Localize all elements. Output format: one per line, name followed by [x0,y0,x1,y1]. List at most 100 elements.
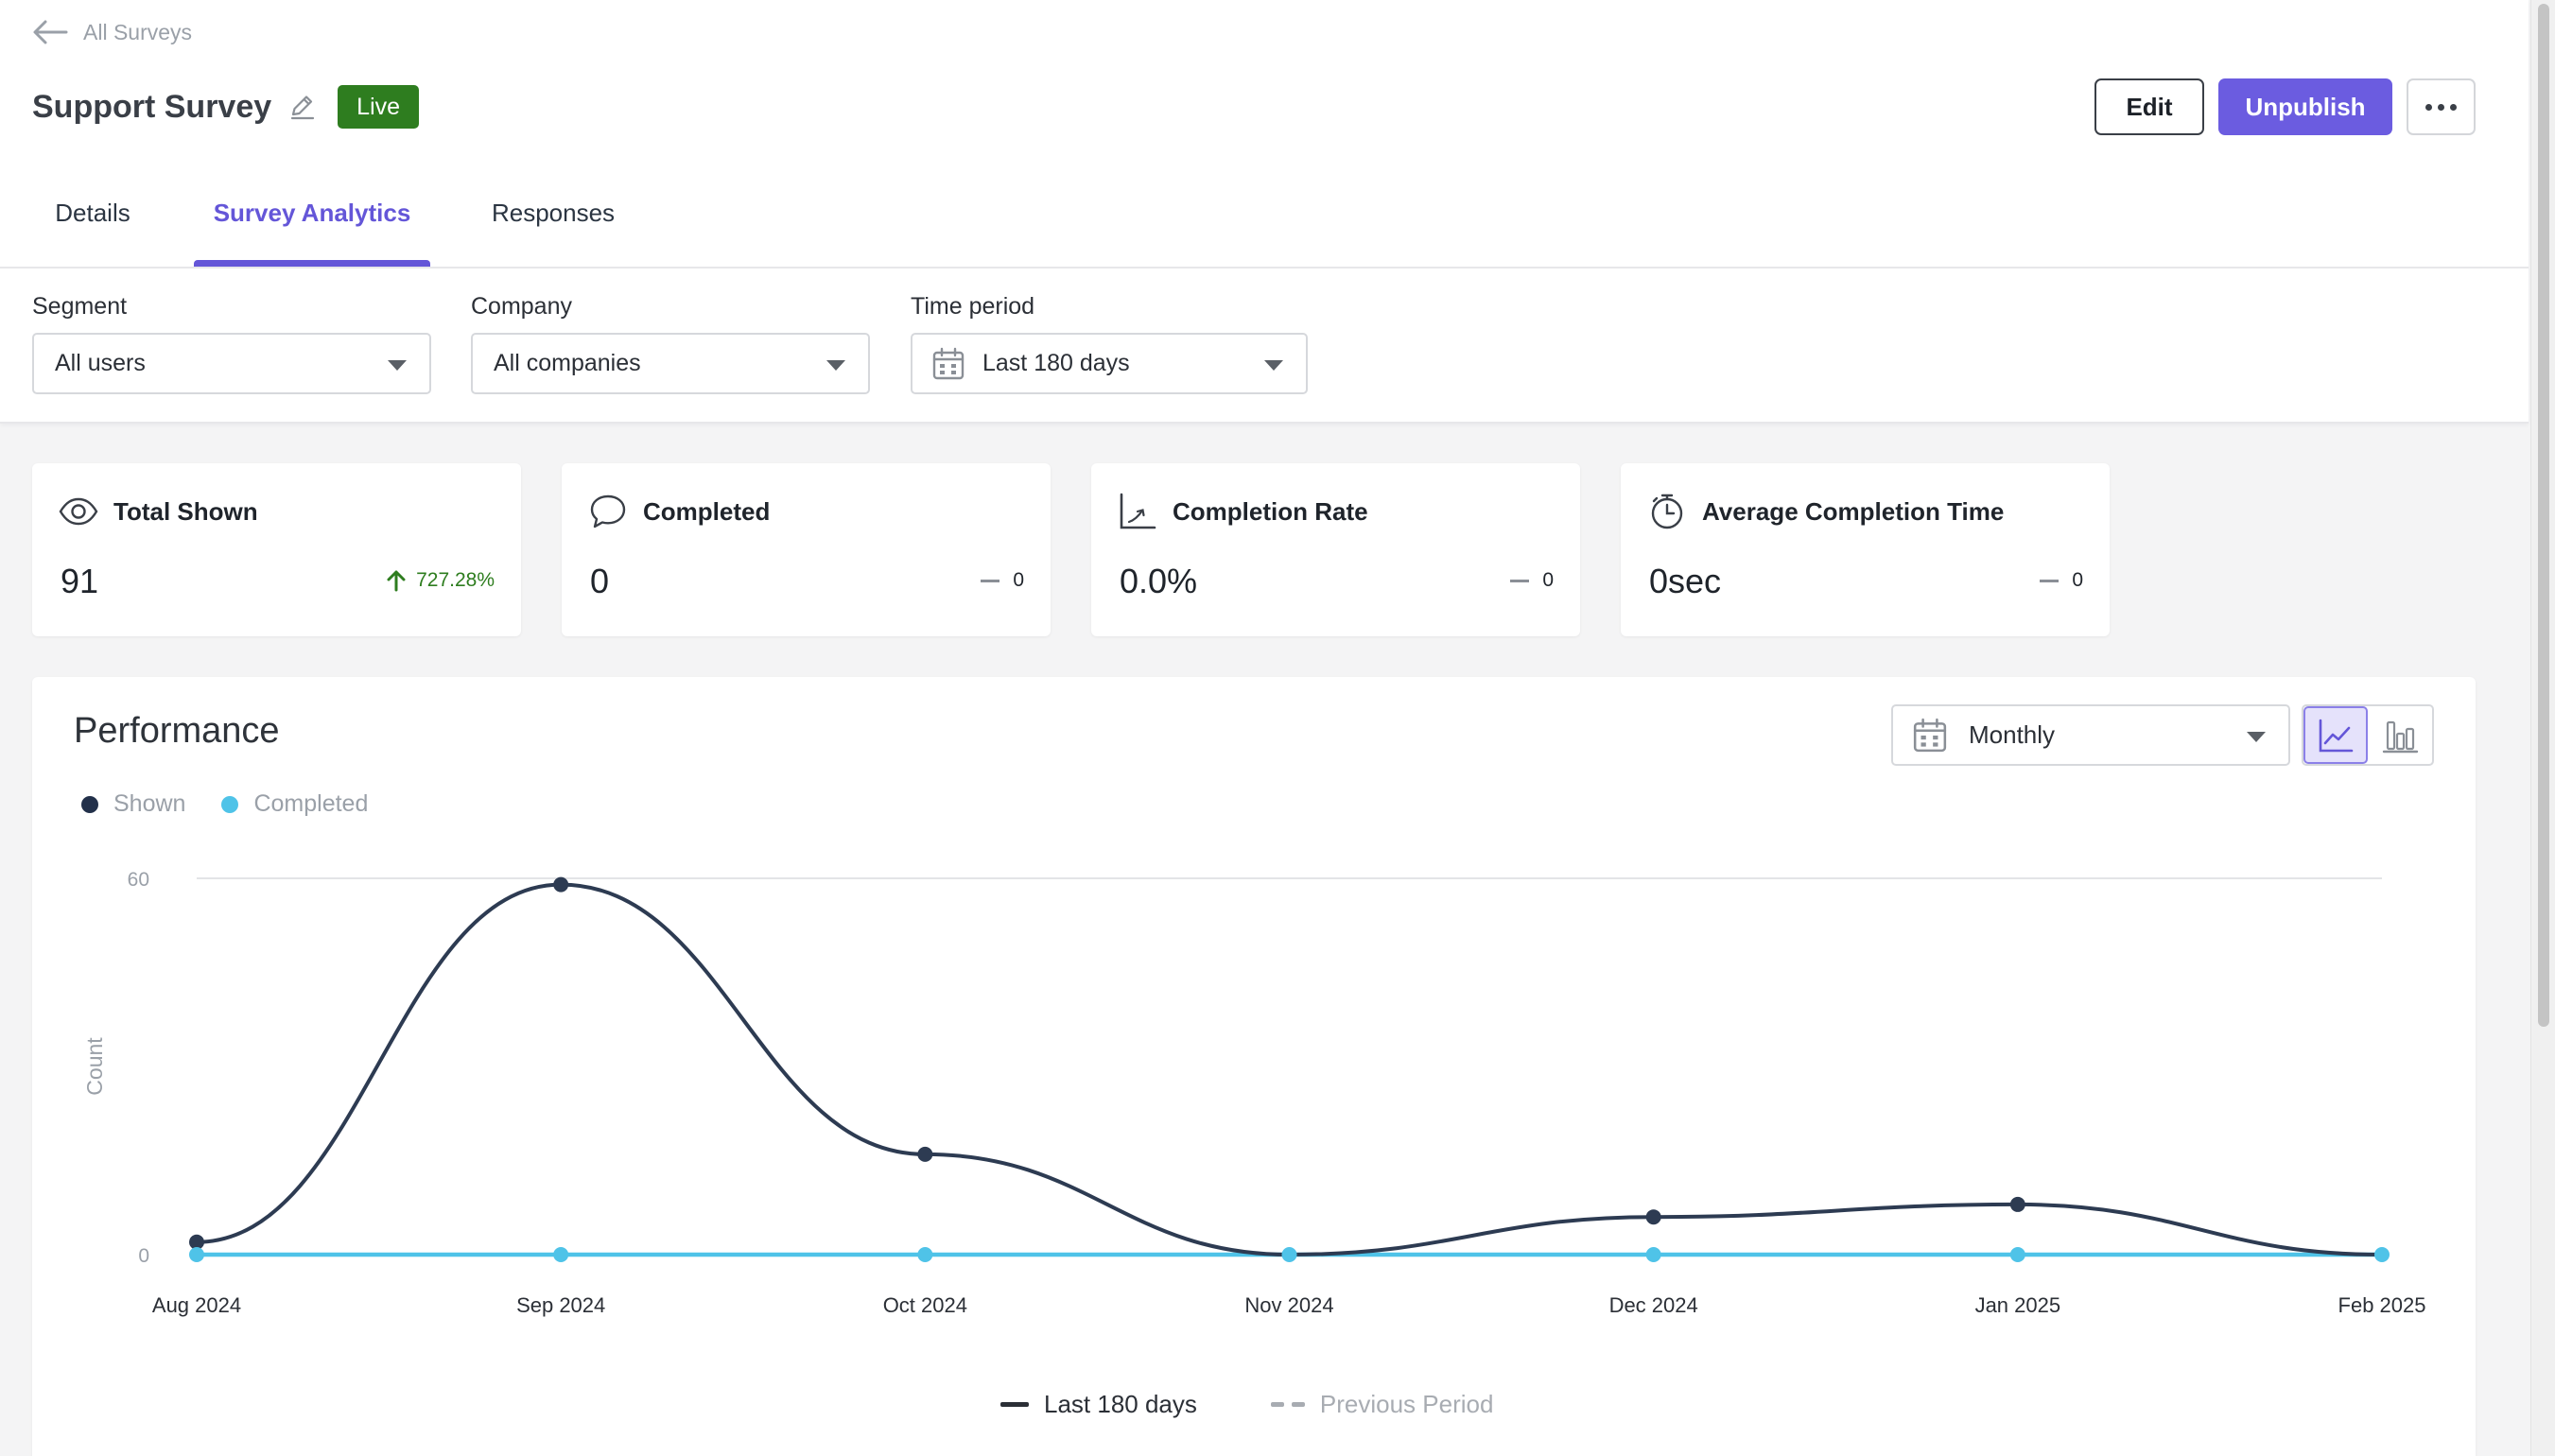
card-title: Completion Rate [1173,496,1368,526]
tab-bar: Details Survey Analytics Responses [0,185,2529,267]
data-point-shown [917,1146,933,1162]
card-delta: 0 [981,569,1024,592]
back-link[interactable]: All Surveys [32,17,192,47]
back-link-label: All Surveys [83,19,193,44]
arrow-up-icon [387,570,406,592]
dash-icon [2040,579,2060,582]
bar-view-button[interactable] [2368,706,2432,764]
page-title: Support Survey [32,88,272,125]
bar-chart-icon [2382,720,2419,753]
stat-card-average-completion-time: Average Completion Time 0sec 0 [1621,463,2110,636]
calendar-icon [1913,718,1947,752]
performance-panel: 0 60 Count Aug 2024 Sep 2024 Oct 2024 Nov 2024… [32,677,2476,1456]
legend-dot [81,795,98,813]
data-point-shown [553,876,569,893]
x-tick-label: Dec 2024 [1609,1293,1698,1317]
x-tick-label: Feb 2025 [2338,1293,2426,1317]
tab-responses[interactable]: Responses [491,199,616,227]
x-tick-label: Sep 2024 [516,1293,605,1317]
period-legend-current[interactable]: Last 180 days [1000,1390,1197,1419]
more-options-button[interactable] [2407,78,2476,135]
card-title: Total Shown [113,496,258,526]
card-value: 0.0% [1120,562,1198,600]
caret-down-icon [826,360,845,371]
data-point-shown [189,1234,204,1250]
ellipsis-icon [2425,103,2432,111]
tab-divider [0,267,2529,269]
legend-label: Completed [253,790,369,817]
period-legend-label: Last 180 days [1044,1390,1197,1418]
x-tick-label: Aug 2024 [152,1293,241,1317]
caret-down-icon [1264,360,1283,371]
speech-bubble-icon [590,494,626,529]
segment-label: Segment [32,293,128,320]
legend-dot [221,795,239,813]
data-point-completed [1281,1247,1297,1262]
status-badge: Live [338,85,420,129]
y-axis-label: Count [82,1037,107,1096]
card-title: Average Completion Time [1702,496,2005,526]
line-chart-icon [2319,719,2354,752]
time-period-select[interactable]: Last 180 days [911,333,1308,394]
data-point-completed [917,1247,933,1262]
card-delta-value: 727.28% [416,569,495,591]
interval-select[interactable]: Monthly [1891,704,2290,766]
data-point-completed [2009,1247,2025,1262]
data-point-completed [553,1247,569,1262]
dashed-line-icon [1270,1402,1305,1407]
y-tick-label: 0 [138,1245,149,1267]
legend-item-shown[interactable]: Shown [81,790,185,818]
period-legend-label: Previous Period [1319,1390,1494,1418]
company-select[interactable]: All companies [471,333,870,394]
pencil-icon[interactable] [288,93,317,121]
card-delta: 0 [1510,569,1554,592]
company-value: All companies [494,350,641,376]
stat-card-total-shown: Total Shown 91 727.28% [32,463,521,636]
x-tick-label: Nov 2024 [1244,1293,1333,1317]
dash-icon [1510,579,1530,582]
legend-item-completed[interactable]: Completed [221,790,368,818]
data-point-completed [189,1247,204,1262]
card-delta-value: 0 [1542,569,1554,591]
card-delta: 0 [2040,569,2083,592]
stopwatch-icon [1651,494,1683,529]
stat-card-completed: Completed 0 0 [562,463,1051,636]
chart-view-toggle [2302,704,2434,766]
segment-value: All users [55,350,146,376]
title-row: Support Survey Live [32,81,420,132]
segment-select[interactable]: All users [32,333,431,394]
legend-label: Shown [113,790,186,817]
card-title: Completed [643,496,771,526]
series-line-shown [196,882,2383,1257]
interval-value: Monthly [1969,720,2056,749]
page-scrollbar[interactable] [2530,0,2555,1456]
caret-down-icon [388,360,407,371]
tab-details[interactable]: Details [55,199,130,227]
card-delta-value: 0 [1013,569,1024,591]
card-value: 91 [61,562,99,600]
scrollbar-thumb[interactable] [2538,4,2549,1027]
card-value: 0 [590,562,610,600]
y-tick-label: 60 [128,869,149,891]
period-legend-previous[interactable]: Previous Period [1270,1390,1494,1419]
caret-down-icon [2247,732,2266,742]
dash-icon [981,579,1000,582]
company-label: Company [471,293,572,320]
series-legend: Shown Completed [81,790,368,818]
card-delta: 727.28% [386,569,495,592]
calendar-icon [932,347,965,379]
time-period-value: Last 180 days [982,350,1130,376]
solid-line-icon [1000,1402,1029,1407]
performance-title: Performance [74,711,280,751]
page-header-panel: All Surveys Support Survey Live Edit Unp… [0,0,2529,424]
stat-card-completion-rate: Completion Rate 0.0% 0 [1091,463,1580,636]
time-period-label: Time period [911,293,1035,320]
performance-chart: 0 60 Count Aug 2024 Sep 2024 Oct 2024 Nov 2024… [82,869,2426,1317]
x-tick-label: Oct 2024 [883,1293,967,1317]
card-delta-value: 0 [2072,569,2083,591]
tab-survey-analytics[interactable]: Survey Analytics [194,185,430,267]
edit-button[interactable]: Edit [2094,78,2204,135]
data-point-shown [1645,1209,1661,1225]
line-view-button[interactable] [2303,706,2369,764]
unpublish-button[interactable]: Unpublish [2218,78,2392,135]
